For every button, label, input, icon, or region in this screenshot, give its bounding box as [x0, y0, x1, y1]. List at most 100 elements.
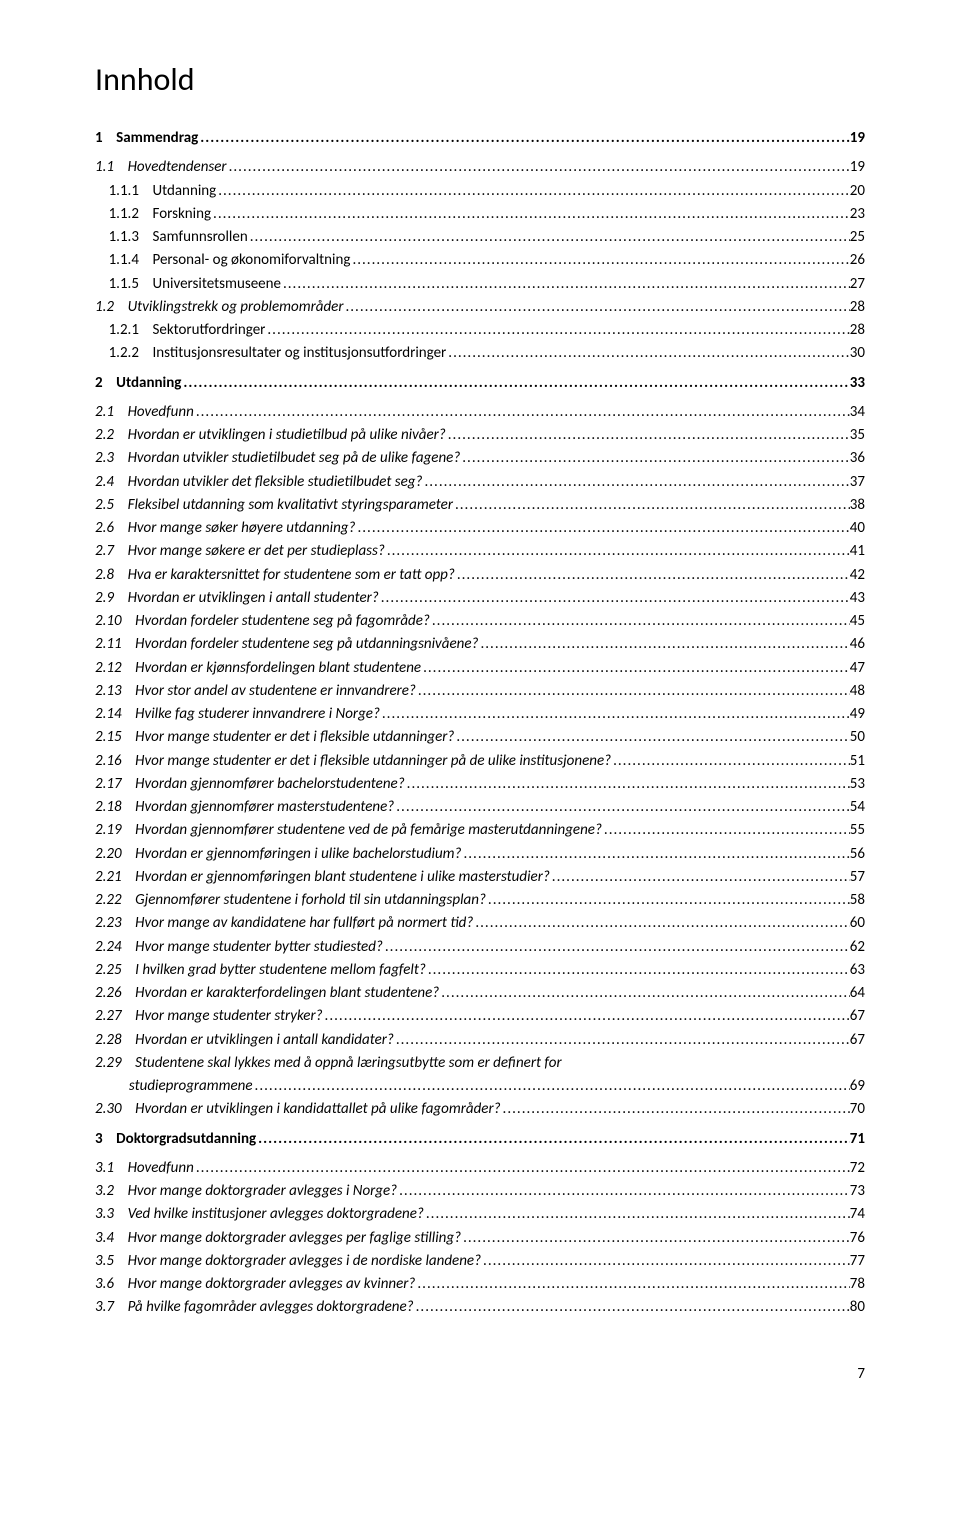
toc-entry-number: 1: [95, 127, 116, 150]
toc-leader-dots: ........................................…: [181, 372, 849, 395]
toc-leader-dots: ........................................…: [248, 226, 850, 249]
toc-entry: 2.1 Hovedfunn...........................…: [95, 401, 865, 424]
toc-entry-text: Hvor mange doktorgrader avlegges i Norge…: [128, 1180, 398, 1203]
toc-entry-number: 1.1.5: [95, 273, 153, 296]
toc-entry-number: 3.7: [95, 1296, 128, 1319]
toc-entry-number: 3.3: [95, 1203, 128, 1226]
toc-leader-dots: ........................................…: [421, 657, 850, 680]
toc-leader-dots: ........................................…: [446, 342, 850, 365]
toc-entry-page: 60: [850, 912, 865, 935]
toc-entry-number: 2.29: [95, 1052, 135, 1075]
toc-entry-page: 74: [850, 1203, 865, 1226]
toc-entry-number: 2.30: [95, 1098, 135, 1121]
toc-leader-dots: ........................................…: [343, 296, 849, 319]
toc-entry-number: 2.2: [95, 424, 128, 447]
toc-entry-number: 2.16: [95, 750, 135, 773]
toc-entry: 3.2 Hvor mange doktorgrader avlegges i N…: [95, 1180, 865, 1203]
toc-entry-text: På hvilke fagområder avlegges doktorgrad…: [128, 1296, 414, 1319]
toc-entry-number: 2.20: [95, 843, 135, 866]
toc-entry-page: 62: [850, 936, 865, 959]
toc-leader-dots: ........................................…: [355, 517, 849, 540]
toc-entry-page: 47: [850, 657, 865, 680]
toc-entry: 1.1 Hovedtendenser......................…: [95, 156, 865, 179]
toc-entry: 1.1.1 Utdanning.........................…: [95, 180, 865, 203]
toc-entry: 2.25 I hvilken grad bytter studentene me…: [95, 959, 865, 982]
toc-leader-dots: ........................................…: [397, 1180, 850, 1203]
toc-leader-dots: ........................................…: [253, 1075, 850, 1098]
toc-leader-dots: ........................................…: [281, 273, 850, 296]
toc-leader-dots: ........................................…: [194, 401, 850, 424]
toc-entry-number: 2.11: [95, 633, 135, 656]
toc-entry-text: Hvor mange doktorgrader avlegges i de no…: [128, 1250, 481, 1273]
toc-entry-page: 28: [850, 319, 865, 342]
toc-entry-page: 41: [850, 540, 865, 563]
toc-entry-text: Samfunnsrollen: [153, 226, 248, 249]
toc-leader-dots: ........................................…: [461, 843, 849, 866]
toc-entry-page: 76: [850, 1227, 865, 1250]
page-number: 7: [95, 1365, 865, 1383]
toc-leader-dots: ........................................…: [415, 1273, 849, 1296]
toc-entry-text: Hvor mange doktorgrader avlegges av kvin…: [128, 1273, 416, 1296]
toc-leader-dots: ........................................…: [430, 610, 850, 633]
toc-entry-number: 2.12: [95, 657, 135, 680]
toc-leader-dots: ........................................…: [446, 424, 850, 447]
toc-entry: 2.7 Hvor mange søkere er det per studiep…: [95, 540, 865, 563]
toc-entry: 2.2 Hvordan er utviklingen i studietilbu…: [95, 424, 865, 447]
toc-entry-text: Hvor mange studenter er det i fleksible …: [135, 750, 611, 773]
toc-entry: studieprogrammene.......................…: [95, 1075, 865, 1098]
toc-entry-page: 25: [850, 226, 865, 249]
toc-entry-text: Hvordan er karakterfordelingen blant stu…: [135, 982, 439, 1005]
toc-leader-dots: ........................................…: [455, 564, 850, 587]
toc-entry: 2.18 Hvordan gjennomfører masterstudente…: [95, 796, 865, 819]
toc-leader-dots: ........................................…: [194, 1157, 850, 1180]
toc-entry-text: Hvordan er gjennomføringen i ulike bache…: [135, 843, 461, 866]
toc-entry-number: 3.4: [95, 1227, 128, 1250]
toc-entry: 2.23 Hvor mange av kandidatene har fullf…: [95, 912, 865, 935]
toc-entry: 2.24 Hvor mange studenter bytter studies…: [95, 936, 865, 959]
toc-entry-number: 1.1.4: [95, 249, 153, 272]
toc-entry-number: 2.25: [95, 959, 135, 982]
toc-entry-text: Hvor mange studenter stryker?: [135, 1005, 322, 1028]
toc-leader-dots: ........................................…: [501, 1098, 850, 1121]
toc-entry: 2.22 Gjennomfører studentene i forhold t…: [95, 889, 865, 912]
table-of-contents: 1 Sammendrag............................…: [95, 127, 865, 1320]
toc-entry-number: 3: [95, 1128, 116, 1151]
toc-entry: 2.8 Hva er karaktersnittet for studenten…: [95, 564, 865, 587]
page-title: Innhold: [95, 60, 865, 99]
toc-entry: 2.6 Hvor mange søker høyere utdanning?..…: [95, 517, 865, 540]
toc-entry-text: Doktorgradsutdanning: [116, 1128, 256, 1151]
toc-entry: 1.2.1 Sektorutfordringer................…: [95, 319, 865, 342]
toc-entry-text: Hvordan utvikler studietilbudet seg på d…: [128, 447, 461, 470]
toc-entry-text: Institusjonsresultater og institusjonsut…: [153, 342, 447, 365]
toc-entry-page: 49: [850, 703, 865, 726]
toc-entry: 2.28 Hvordan er utviklingen i antall kan…: [95, 1029, 865, 1052]
toc-entry: 1.2 Utviklingstrekk og problemområder...…: [95, 296, 865, 319]
toc-entry-number: 1.2.1: [95, 319, 153, 342]
toc-leader-dots: ........................................…: [424, 1203, 850, 1226]
toc-entry-page: 67: [850, 1029, 865, 1052]
toc-entry-text: Hovedfunn: [128, 401, 194, 424]
toc-entry-number: 2.1: [95, 401, 128, 424]
toc-entry-page: 63: [850, 959, 865, 982]
toc-entry-text: Hvordan er utviklingen i kandidattallet …: [135, 1098, 500, 1121]
toc-entry-page: 56: [850, 843, 865, 866]
toc-entry-text: Hvor mange søkere er det per studieplass…: [128, 540, 385, 563]
toc-entry-text: Hvordan gjennomfører bachelorstudentene?: [135, 773, 404, 796]
toc-entry-text: Hvor stor andel av studentene er innvand…: [135, 680, 416, 703]
toc-entry-page: 50: [850, 726, 865, 749]
toc-entry-number: 1.1.3: [95, 226, 153, 249]
toc-entry-page: 73: [850, 1180, 865, 1203]
toc-leader-dots: ........................................…: [486, 889, 850, 912]
toc-leader-dots: ........................................…: [454, 726, 849, 749]
toc-entry-page: 80: [850, 1296, 865, 1319]
toc-leader-dots: ........................................…: [453, 494, 850, 517]
toc-entry-page: 38: [850, 494, 865, 517]
toc-entry-number: 2.26: [95, 982, 135, 1005]
toc-entry: 3.1 Hovedfunn...........................…: [95, 1157, 865, 1180]
toc-entry: 1.2.2 Institusjonsresultater og institus…: [95, 342, 865, 365]
toc-entry-page: 70: [850, 1098, 865, 1121]
toc-leader-dots: ........................................…: [383, 936, 850, 959]
toc-entry-number: 3.5: [95, 1250, 128, 1273]
toc-entry-page: 72: [850, 1157, 865, 1180]
toc-entry: 1.1.4 Personal- og økonomiforvaltning...…: [95, 249, 865, 272]
